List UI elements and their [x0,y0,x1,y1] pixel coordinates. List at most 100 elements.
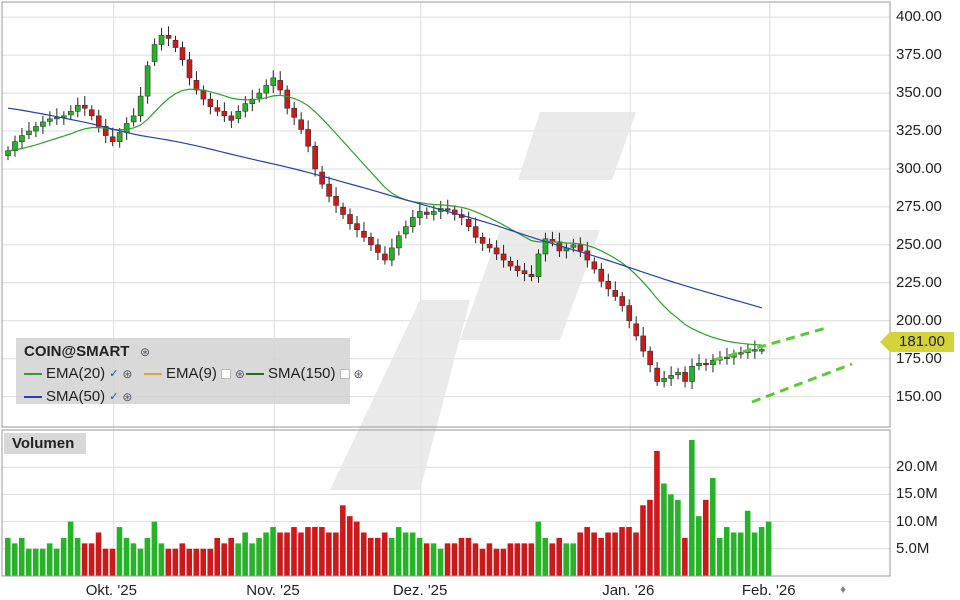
candle-body [88,109,95,117]
volume-bar [256,537,262,576]
volume-bar [577,532,583,576]
candle-body [40,121,46,127]
volume-bar [381,532,388,576]
price-tick-label: 300.00 [896,159,942,177]
volume-bar [716,537,723,576]
volume-bar [46,543,53,576]
legend-label: SMA(150) [268,365,336,382]
volume-bar [472,543,479,576]
volume-bar [367,537,374,576]
candle-body [68,110,74,116]
candle-body [444,208,451,211]
visibility-icon[interactable]: ⊛ [122,366,133,381]
checkmark-icon[interactable]: ✓ [109,391,119,403]
candle-body [396,235,402,249]
legend-title-eye-icon[interactable]: ⊛ [140,345,151,359]
legend-item[interactable]: SMA(150) ⊛ [246,365,364,382]
price-tick-label: 350.00 [896,84,942,102]
volume-bar [570,543,576,576]
volume-tick-label: 10.0M [896,512,938,530]
candle-body [193,80,200,91]
volume-bar [74,537,81,576]
visibility-icon[interactable]: ⊛ [353,366,364,381]
candle-body [221,110,228,117]
volume-bar [277,532,283,576]
candle-body [570,244,577,248]
candle-body [689,365,695,382]
candle-body [542,238,549,255]
volume-bar [626,527,632,576]
volume-bar [549,543,556,576]
candle-body [375,244,381,253]
scroll-end-icon[interactable]: ♦ [840,582,847,596]
candle-body [423,211,430,215]
chart-legend: COIN@SMART ⊛ EMA(20) ✓ ⊛ EMA(9) ⊛ SMA(150) ⊛ SM… [16,338,364,405]
volume-bar [493,548,500,576]
volume-bar [172,548,179,576]
checkbox-icon[interactable] [220,368,231,379]
candle-body [591,261,598,270]
volume-bar [563,543,569,576]
grid [2,2,890,576]
legend-item[interactable]: SMA(50) ✓ ⊛ [24,388,132,405]
volume-bar [647,499,653,576]
volume-bar [137,548,144,576]
candle-body [144,65,151,97]
sma-50-line [7,107,763,309]
candle-body [403,226,409,235]
price-tick-label: 250.00 [896,235,942,253]
volume-bar [102,548,109,576]
volume-bar [388,537,395,576]
visibility-icon[interactable]: ⊛ [234,366,245,381]
volume-bar [437,548,444,576]
price-tick-label: 225.00 [896,273,942,291]
candle-body [640,335,646,352]
volume-bar [360,532,367,576]
candle-body [263,85,270,94]
volume-bar [109,548,116,576]
volume-bar [507,543,514,576]
volume-bar [521,543,528,576]
legend-item[interactable]: EMA(9) ⊛ [144,365,245,382]
volume-bar [235,543,241,576]
last-price-badge: 181.00 [880,332,954,352]
candle-body [500,253,507,261]
visibility-icon[interactable]: ⊛ [122,389,133,404]
volume-bar [535,521,542,576]
checkbox-icon[interactable] [339,368,350,379]
watermark-shape [330,112,636,490]
candle-body [430,211,437,215]
candle-body [479,236,486,244]
volume-bar [751,532,758,576]
volume-bar [730,532,737,576]
volume-bar [186,548,193,576]
candle-body [333,195,339,206]
volume-bar [53,548,60,576]
candle-body [298,119,304,130]
price-tick-label: 325.00 [896,122,942,140]
candle-body [75,104,81,112]
candle-body [102,126,109,136]
legend-item[interactable]: EMA(20) ✓ ⊛ [24,365,132,382]
legend-label: EMA(9) [166,365,217,382]
price-tick-label: 275.00 [896,197,942,215]
volume-bar [612,532,618,576]
candle-body [528,274,535,278]
trend-channel [713,326,853,404]
candle-body [19,135,25,142]
volume-bar [214,537,220,576]
candle-body [270,77,277,86]
checkmark-icon[interactable]: ✓ [109,368,119,380]
volume-bar [703,499,709,576]
candle-body [486,243,493,249]
volume-tick-label: 15.0M [896,485,938,503]
volume-bar [744,510,751,576]
volume-bar [298,532,304,576]
candle-body [207,98,214,108]
candle-body [619,296,626,306]
volume-bar [326,532,332,576]
candle-body [647,350,653,366]
volume-bar [291,527,297,576]
volume-bar [130,543,137,576]
volume-bar [242,532,248,576]
